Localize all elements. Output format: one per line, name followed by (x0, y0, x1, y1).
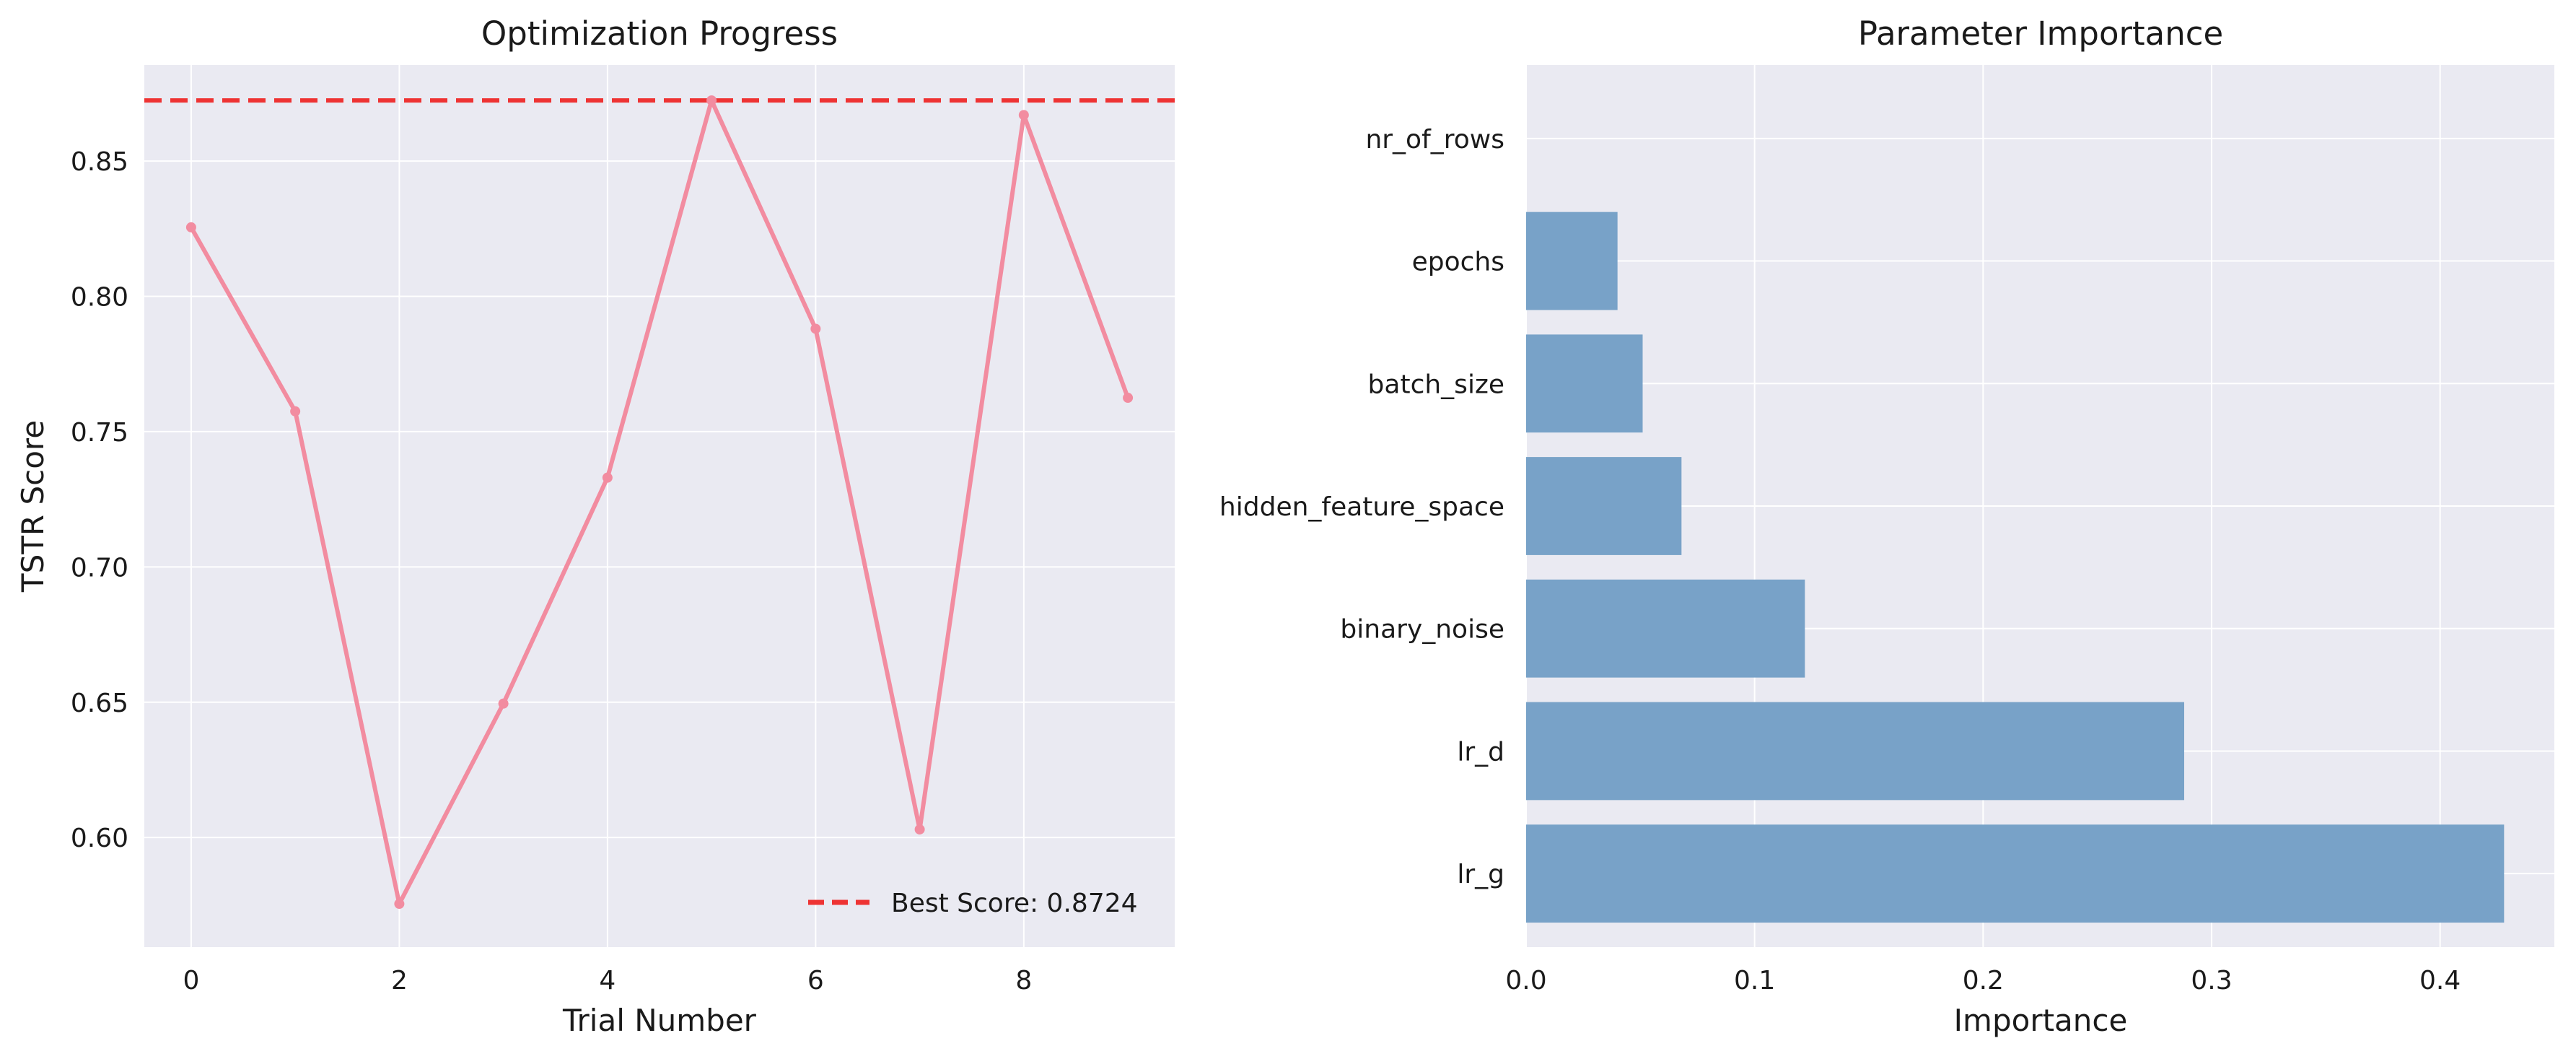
bar-lr-d (1526, 702, 2184, 801)
bar-binary-noise (1526, 579, 1805, 678)
y-tick-label: 0.75 (71, 418, 128, 448)
data-point (394, 899, 405, 910)
y-axis-label-left: TSTR Score (15, 420, 51, 593)
y-tick-label: epochs (1412, 248, 1504, 277)
parameter-importance-panel: 0.0 0.1 0.2 0.3 0.4 lr_g lr_d binary_noise hidde… (1219, 14, 2554, 1038)
data-point (498, 698, 509, 709)
chart-title-right: Parameter Importance (1858, 14, 2223, 53)
ticks-left: 0 2 4 6 8 0.60 0.65 0.70 0.75 0.80 0.85 (71, 147, 1032, 995)
bar-lr-g (1526, 824, 2505, 923)
y-tick-label: 0.60 (71, 824, 128, 853)
bar-batch-size (1526, 334, 1643, 433)
y-tick-label: lr_g (1457, 860, 1504, 889)
data-point (290, 406, 301, 417)
bar-series (1526, 212, 2505, 923)
x-tick-label: 4 (599, 966, 615, 995)
data-point (1018, 110, 1029, 121)
chart-title-left: Optimization Progress (481, 14, 838, 53)
ticks-right: 0.0 0.1 0.2 0.3 0.4 lr_g lr_d binary_noise hidde… (1219, 125, 2461, 995)
y-tick-label: hidden_feature_space (1219, 492, 1504, 522)
series-line (189, 98, 1130, 907)
y-tick-label: 0.70 (71, 553, 128, 583)
data-point (914, 824, 925, 834)
data-point (706, 95, 717, 106)
y-tick-label: lr_d (1457, 737, 1504, 767)
x-axis-label-right: Importance (1954, 1003, 2128, 1038)
x-tick-label: 0.2 (1963, 966, 2004, 995)
grid-left (144, 65, 1175, 947)
y-tick-label: nr_of_rows (1365, 125, 1504, 154)
bar-hidden-feature-space (1526, 457, 1682, 555)
legend: Best Score: 0.8724 (808, 889, 1138, 918)
data-point (810, 323, 821, 334)
x-tick-label: 0.3 (2191, 966, 2232, 995)
y-tick-label: 0.80 (71, 282, 128, 312)
optimization-progress-panel: 0 2 4 6 8 0.60 0.65 0.70 0.75 0.80 0.85 Optimizati… (15, 14, 1175, 1038)
bar-epochs (1526, 212, 1618, 310)
data-point (602, 472, 613, 483)
x-tick-label: 0 (183, 966, 199, 995)
legend-label-best-score: Best Score: 0.8724 (891, 889, 1138, 918)
y-tick-label: batch_size (1368, 370, 1504, 399)
data-point (1123, 393, 1134, 404)
x-tick-label: 2 (391, 966, 408, 995)
x-tick-label: 8 (1015, 966, 1032, 995)
y-tick-label: 0.65 (71, 689, 128, 718)
y-tick-label: binary_noise (1340, 615, 1504, 645)
x-axis-label-left: Trial Number (562, 1003, 757, 1038)
x-tick-label: 0.1 (1734, 966, 1775, 995)
plot-area-left (144, 65, 1175, 947)
x-tick-label: 6 (807, 966, 824, 995)
x-tick-label: 0.0 (1505, 966, 1546, 995)
line-series (144, 95, 1175, 910)
data-point (185, 222, 196, 232)
y-tick-label: 0.85 (71, 147, 128, 177)
x-tick-label: 0.4 (2419, 966, 2461, 995)
